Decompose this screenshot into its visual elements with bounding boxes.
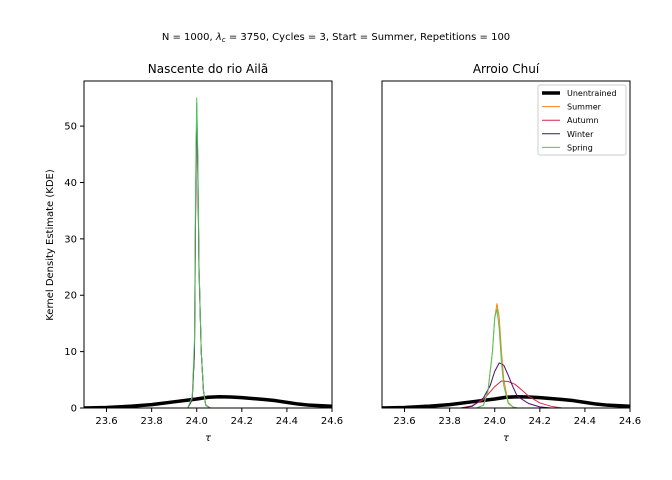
series-line-unentrained: [382, 394, 630, 408]
legend-label-autumn: Autumn: [567, 116, 599, 125]
legend-label-winter: Winter: [567, 130, 594, 139]
series-group: [84, 97, 332, 408]
x-tick-label: 24.4: [276, 416, 298, 427]
x-axis-label: τ: [503, 433, 510, 444]
x-tick-label: 24.2: [529, 416, 551, 427]
series-line-spring: [187, 97, 211, 408]
x-tick-label: 24.4: [574, 416, 596, 427]
chart-suptitle: N = 1000, λc = 3750, Cycles = 3, Start =…: [162, 32, 510, 44]
y-tick-label: 0: [71, 404, 77, 415]
axes-frame: [83, 80, 333, 409]
series-line-summer: [476, 303, 518, 408]
legend-label-summer: Summer: [567, 103, 602, 112]
panel-nascente: Nascente do rio Ailã 23.6 23.8 24.0 24.2 24.4…: [64, 62, 343, 444]
legend-box: [537, 84, 627, 156]
y-tick-label: 30: [64, 234, 77, 245]
y-tick-label: 40: [64, 178, 77, 189]
x-tick-label: 24.2: [231, 416, 253, 427]
x-tick-label: 24.0: [484, 416, 506, 427]
panel-arroio: Arroio Chuí 23.6 23.8 24.0 24.2 24.4 24.6 τ Unen…: [381, 62, 641, 444]
y-tick-label: 20: [64, 291, 77, 302]
legend: Unentrained Summer Autumn Winter Spring: [537, 84, 627, 156]
series-line-winter: [460, 362, 552, 408]
series-group: [382, 303, 630, 408]
series-line-spring: [476, 308, 518, 408]
x-tick-label: 24.6: [321, 416, 343, 427]
x-axis-label: τ: [205, 433, 212, 444]
y-tick-label: 50: [64, 122, 77, 133]
axes-frame: [381, 80, 631, 409]
x-tick-label: 23.6: [393, 416, 415, 427]
x-tick-label: 24.6: [619, 416, 641, 427]
y-tick-label: 10: [64, 347, 77, 358]
x-tick-label: 24.0: [186, 416, 208, 427]
legend-label-unentrained: Unentrained: [567, 89, 617, 98]
panel-title: Arroio Chuí: [473, 62, 540, 76]
x-tick-label: 23.6: [95, 416, 117, 427]
panel-title: Nascente do rio Ailã: [148, 62, 269, 76]
legend-label-spring: Spring: [567, 143, 593, 152]
x-tick-label: 23.8: [141, 416, 163, 427]
y-axis-label: Kernel Density Estimate (KDE): [45, 169, 56, 321]
x-tick-label: 23.8: [439, 416, 461, 427]
series-line-unentrained: [84, 394, 332, 408]
